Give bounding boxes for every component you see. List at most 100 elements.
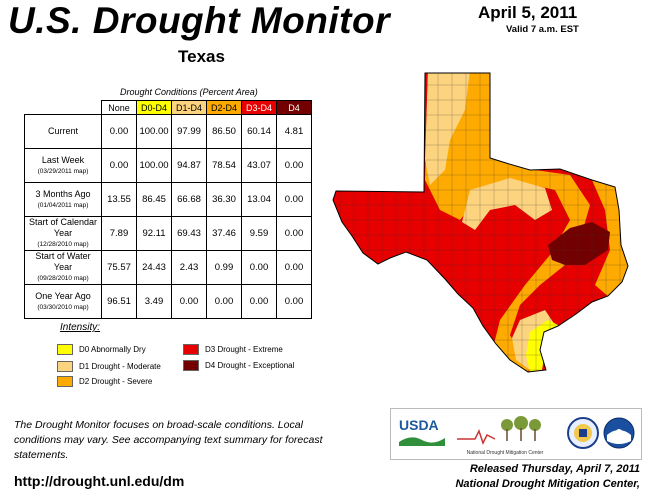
column-header: D4	[276, 100, 312, 115]
table-row: 3 Months Ago (01/04/2011 map) 13.55 86.45 66…	[24, 182, 312, 217]
noaa-seal-icon	[603, 417, 635, 449]
row-sublabel: (03/29/2011 map)	[37, 167, 89, 175]
table-cell: 0.00	[276, 182, 312, 217]
table-cell: 2.43	[171, 250, 207, 285]
table-cell: 0.00	[276, 250, 312, 285]
table-cell: 86.50	[206, 114, 242, 149]
legend-item-d0: D0 Abnormally Dry	[57, 344, 146, 355]
table-cell: 37.46	[206, 216, 242, 251]
table-cell: 100.00	[136, 114, 172, 149]
column-header: D2-D4	[206, 100, 242, 115]
table-cell: 97.99	[171, 114, 207, 149]
row-label-text: Current	[47, 126, 78, 136]
legend-swatch	[57, 344, 73, 355]
page-title: U.S. Drought Monitor	[8, 0, 390, 41]
map-date: April 5, 2011	[478, 3, 578, 22]
table-cell: 78.54	[206, 148, 242, 183]
legend-item-d4: D4 Drought - Exceptional	[183, 360, 294, 371]
column-header: D1-D4	[171, 100, 207, 115]
table-cell: 66.68	[171, 182, 207, 217]
texas-drought-map	[332, 72, 629, 373]
table-cell: 0.00	[276, 216, 312, 251]
table-cell: 0.00	[276, 148, 312, 183]
ndmc-logo-text: National Drought Mitigation Center	[466, 450, 544, 456]
row-label: Start of Water Year (09/28/2010 map)	[24, 250, 102, 285]
row-label-text: Last Week	[41, 154, 85, 165]
valid-time: Valid 7 a.m. EST	[506, 24, 579, 35]
legend-label: D2 Drought - Severe	[79, 377, 153, 386]
table-row: Start of Calendar Year (12/28/2010 map) 7.…	[24, 216, 312, 251]
disclaimer-note: The Drought Monitor focuses on broad-sca…	[14, 419, 323, 461]
row-sublabel: (09/28/2010 map)	[37, 275, 89, 282]
row-label: 3 Months Ago (01/04/2011 map)	[24, 182, 102, 217]
table-cell: 0.00	[206, 284, 242, 319]
table-cell: 13.55	[101, 182, 137, 217]
table-row: Current 0.00 100.00 97.99 86.50 60.14 4.81	[24, 114, 312, 149]
table-cell: 24.43	[136, 250, 172, 285]
d1-central	[462, 178, 552, 230]
legend-item-d3: D3 Drought - Extreme	[183, 344, 283, 355]
column-header: D0-D4	[136, 100, 172, 115]
legend-label: D0 Abnormally Dry	[79, 345, 146, 354]
region-title: Texas	[178, 47, 225, 66]
release-author: National Drought Mitigation Center,	[455, 478, 640, 490]
table-cell: 36.30	[206, 182, 242, 217]
table-cell: 7.89	[101, 216, 137, 251]
release-date: Released Thursday, April 7, 2011	[469, 463, 640, 475]
table-row: One Year Ago (03/30/2010 map) 96.51 3.49 0.0…	[24, 284, 312, 319]
column-header: None	[101, 100, 137, 115]
table-cell: 0.00	[241, 284, 277, 319]
table-cell: 0.00	[241, 250, 277, 285]
table-cell: 0.00	[101, 114, 137, 149]
table-cell: 75.57	[101, 250, 137, 285]
table-cell: 9.59	[241, 216, 277, 251]
legend-swatch	[57, 361, 73, 372]
row-label-text: One Year Ago	[35, 290, 91, 301]
legend-label: D1 Drought - Moderate	[79, 362, 161, 371]
table-corner	[25, 101, 102, 115]
table-cell: 0.00	[101, 148, 137, 183]
d1-panhandle	[425, 73, 470, 185]
table-cell: 43.07	[241, 148, 277, 183]
commerce-seal-icon	[567, 417, 599, 449]
row-label: Current	[24, 114, 102, 149]
legend-label: D3 Drought - Extreme	[205, 345, 283, 354]
d3-extreme-area	[333, 73, 628, 372]
usda-logo: USDA	[399, 417, 447, 449]
table-cell: 69.43	[171, 216, 207, 251]
row-sublabel: (01/04/2011 map)	[37, 201, 89, 209]
legend-swatch	[57, 376, 73, 387]
ndmc-logo: National Drought Mitigation Center	[455, 413, 555, 457]
table-caption: Drought Conditions (Percent Area)	[120, 87, 258, 97]
row-label-text: 3 Months Ago	[35, 188, 91, 199]
table-cell: 60.14	[241, 114, 277, 149]
table-row: Start of Water Year (09/28/2010 map) 75.57…	[24, 250, 312, 285]
usda-logo-text: USDA	[399, 417, 439, 433]
legend-swatch	[183, 344, 199, 355]
table-cell: 94.87	[171, 148, 207, 183]
column-header: D3-D4	[241, 100, 277, 115]
table-cell: 3.49	[136, 284, 172, 319]
table-cell: 0.99	[206, 250, 242, 285]
table-cell: 100.00	[136, 148, 172, 183]
table-cell: 92.11	[136, 216, 172, 251]
texas-border	[332, 72, 629, 373]
table-row: Last Week (03/29/2011 map) 0.00 100.00 94.87…	[24, 148, 312, 183]
row-label: One Year Ago (03/30/2010 map)	[24, 284, 102, 319]
drought-conditions-table: None D0-D4 D1-D4 D2-D4 D3-D4 D4 Current 0…	[24, 100, 312, 319]
row-sublabel: (12/28/2010 map)	[37, 241, 89, 248]
legend-title: Intensity:	[60, 322, 101, 333]
row-label: Last Week (03/29/2011 map)	[24, 148, 102, 183]
drought-monitor-link[interactable]: http://drought.unl.edu/dm	[14, 473, 185, 489]
d2-severe-area	[425, 73, 590, 372]
row-label-text: Start of Water Year	[35, 251, 91, 272]
row-label-text: Start of Calendar Year	[28, 217, 98, 238]
partner-logos: USDA National Drought Mitigation Center	[390, 408, 642, 460]
table-header-row: None D0-D4 D1-D4 D2-D4 D3-D4 D4	[25, 100, 312, 115]
d4-exceptional-area	[548, 222, 610, 265]
release-info: Released Thursday, April 7, 2011 Nationa…	[450, 462, 640, 492]
table-cell: 0.00	[276, 284, 312, 319]
legend-item-d1: D1 Drought - Moderate	[57, 361, 161, 372]
table-cell: 13.04	[241, 182, 277, 217]
table-cell: 96.51	[101, 284, 137, 319]
